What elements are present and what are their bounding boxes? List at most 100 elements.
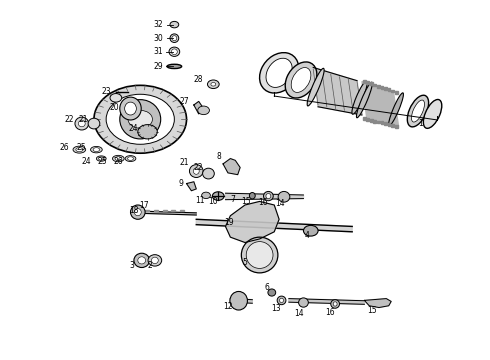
- Text: 15: 15: [242, 197, 251, 206]
- Ellipse shape: [167, 64, 182, 68]
- Ellipse shape: [78, 120, 85, 127]
- Text: 19: 19: [224, 218, 234, 227]
- Polygon shape: [289, 298, 365, 304]
- Text: 24: 24: [82, 157, 92, 166]
- Polygon shape: [187, 182, 196, 191]
- Polygon shape: [363, 117, 366, 120]
- Ellipse shape: [307, 68, 324, 106]
- Text: 12: 12: [223, 302, 233, 311]
- Text: 14: 14: [275, 199, 285, 208]
- Text: 16: 16: [325, 308, 335, 317]
- Ellipse shape: [291, 68, 311, 93]
- Ellipse shape: [134, 253, 149, 267]
- Text: 11: 11: [196, 196, 205, 205]
- Polygon shape: [391, 90, 394, 93]
- Ellipse shape: [246, 242, 273, 269]
- Text: 29: 29: [153, 62, 163, 71]
- Ellipse shape: [91, 147, 102, 153]
- Text: 17: 17: [139, 201, 148, 210]
- Ellipse shape: [423, 99, 442, 129]
- Ellipse shape: [249, 193, 255, 199]
- Ellipse shape: [190, 165, 203, 177]
- Text: 2: 2: [147, 261, 152, 270]
- Ellipse shape: [264, 192, 273, 201]
- Ellipse shape: [76, 148, 83, 152]
- Text: 30: 30: [153, 34, 163, 43]
- Ellipse shape: [169, 47, 180, 57]
- Ellipse shape: [73, 146, 86, 153]
- Polygon shape: [394, 91, 397, 94]
- Ellipse shape: [389, 93, 403, 126]
- Ellipse shape: [75, 117, 89, 130]
- Ellipse shape: [125, 156, 136, 162]
- Text: 32: 32: [153, 20, 163, 29]
- Ellipse shape: [151, 257, 158, 264]
- Text: 26: 26: [60, 143, 70, 152]
- Ellipse shape: [242, 237, 278, 273]
- Ellipse shape: [130, 205, 145, 219]
- Polygon shape: [138, 211, 196, 215]
- Ellipse shape: [113, 156, 124, 162]
- Ellipse shape: [352, 81, 367, 114]
- Polygon shape: [367, 81, 369, 84]
- Ellipse shape: [278, 192, 290, 202]
- Ellipse shape: [138, 257, 146, 264]
- Text: 26: 26: [114, 157, 123, 166]
- Ellipse shape: [266, 58, 292, 87]
- Ellipse shape: [230, 292, 247, 310]
- Ellipse shape: [138, 125, 157, 139]
- Ellipse shape: [202, 192, 210, 199]
- Ellipse shape: [98, 157, 104, 160]
- Ellipse shape: [260, 53, 298, 93]
- Text: 31: 31: [153, 47, 163, 56]
- Text: 1: 1: [418, 119, 423, 128]
- Polygon shape: [370, 82, 373, 85]
- Polygon shape: [365, 298, 391, 307]
- Text: 25: 25: [77, 143, 87, 152]
- Polygon shape: [394, 125, 397, 128]
- Polygon shape: [377, 85, 380, 87]
- Text: 28: 28: [194, 76, 203, 85]
- Text: 21: 21: [78, 115, 88, 124]
- Text: 10: 10: [209, 197, 218, 206]
- Text: 27: 27: [179, 97, 189, 106]
- Ellipse shape: [298, 298, 308, 307]
- Polygon shape: [384, 87, 387, 90]
- Ellipse shape: [127, 157, 133, 160]
- Ellipse shape: [285, 62, 317, 98]
- Text: 20: 20: [110, 103, 119, 112]
- Text: 9: 9: [178, 179, 183, 188]
- Text: 15: 15: [367, 306, 376, 315]
- Text: 3: 3: [129, 261, 134, 270]
- Polygon shape: [373, 84, 376, 86]
- Polygon shape: [381, 121, 384, 124]
- Polygon shape: [163, 210, 167, 211]
- Polygon shape: [230, 298, 252, 303]
- Polygon shape: [367, 118, 369, 121]
- Ellipse shape: [266, 194, 271, 199]
- Text: 8: 8: [217, 152, 221, 161]
- Ellipse shape: [207, 80, 219, 89]
- Polygon shape: [370, 119, 373, 122]
- Ellipse shape: [120, 100, 161, 139]
- Ellipse shape: [277, 296, 286, 305]
- Polygon shape: [172, 210, 175, 211]
- Polygon shape: [154, 210, 158, 211]
- Ellipse shape: [115, 157, 122, 161]
- Polygon shape: [225, 193, 303, 200]
- Polygon shape: [194, 102, 203, 114]
- Ellipse shape: [128, 111, 152, 128]
- Polygon shape: [373, 120, 376, 123]
- Polygon shape: [362, 81, 398, 126]
- Text: 21: 21: [179, 158, 189, 167]
- Ellipse shape: [170, 34, 179, 42]
- Ellipse shape: [124, 102, 136, 115]
- Text: 16: 16: [258, 198, 268, 207]
- Ellipse shape: [94, 85, 187, 153]
- Ellipse shape: [97, 156, 106, 161]
- Text: 22: 22: [194, 163, 203, 172]
- Polygon shape: [313, 67, 362, 115]
- Ellipse shape: [120, 97, 141, 120]
- Ellipse shape: [172, 49, 177, 55]
- Ellipse shape: [268, 289, 276, 296]
